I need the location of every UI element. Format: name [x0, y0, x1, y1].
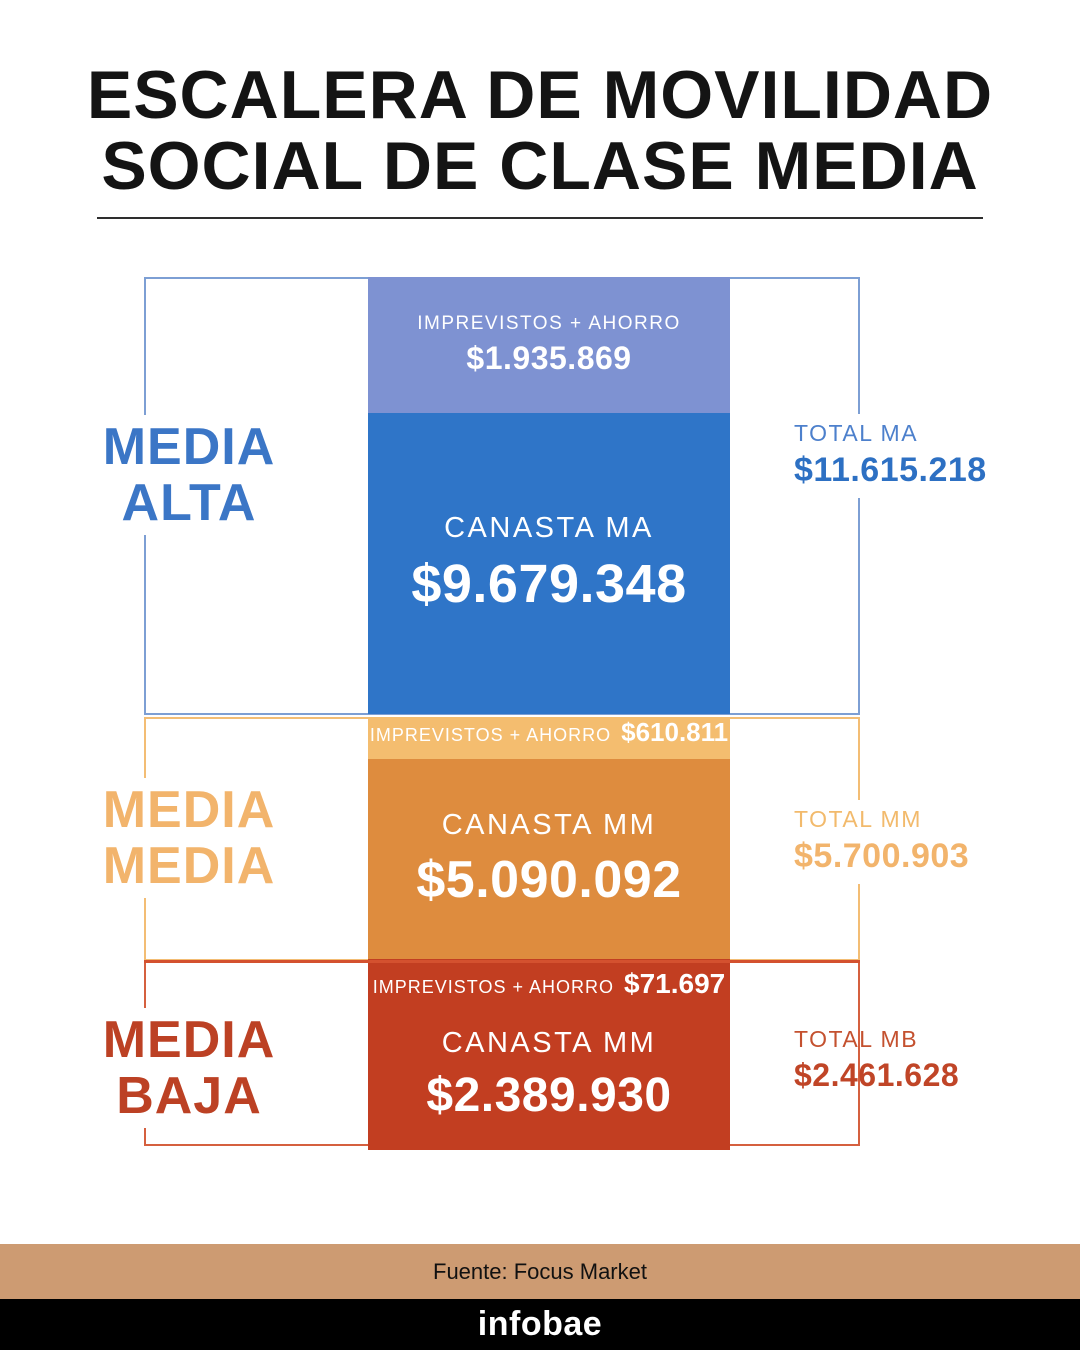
canasta-value: $9.679.348 — [411, 554, 687, 614]
class-label-media-media: MEDIA MEDIA — [84, 778, 294, 898]
title-line-2: SOCIAL DE CLASE MEDIA — [101, 128, 979, 204]
canasta-label: CANASTA MA — [444, 512, 654, 544]
imprevistos-label: IMPREVISTOS + AHORRO — [369, 725, 612, 745]
source-bar: Fuente: Focus Market — [0, 1244, 1080, 1299]
total-value: $5.700.903 — [794, 837, 970, 875]
total-label: TOTAL MB — [794, 1026, 919, 1052]
source-text: Fuente: Focus Market — [433, 1258, 647, 1284]
media-alta-canasta-box: CANASTA MA $9.679.348 — [368, 413, 730, 714]
class-label-line-2: ALTA — [121, 474, 257, 532]
imprevistos-value: $610.811 — [621, 717, 729, 747]
imprevistos-value: $71.697 — [624, 968, 726, 999]
infobae-logo: infobae — [477, 1305, 603, 1343]
class-label-media-alta: MEDIA ALTA — [84, 415, 294, 535]
class-label-media-baja: MEDIA BAJA — [84, 1008, 294, 1128]
title-underline — [97, 217, 983, 219]
imprevistos-value: $1.935.869 — [466, 340, 632, 376]
canasta-value: $5.090.092 — [416, 851, 682, 909]
total-value: $11.615.218 — [794, 451, 987, 489]
class-label-line-2: MEDIA — [102, 837, 276, 895]
page-title: ESCALERA DE MOVILIDAD SOCIAL DE CLASE ME… — [0, 60, 1080, 202]
title-line-1: ESCALERA DE MOVILIDAD — [86, 57, 994, 133]
imprevistos-label: IMPREVISTOS + AHORRO — [417, 313, 681, 334]
total-media-alta: TOTAL MA $11.615.218 — [782, 414, 999, 498]
media-media-imprevistos-strip: IMPREVISTOS + AHORRO $610.811 — [368, 717, 730, 759]
media-baja-outline-topline — [144, 960, 860, 963]
class-label-line-1: MEDIA — [102, 781, 276, 839]
media-baja-canasta-text: CANASTA MM $2.389.930 — [426, 1000, 671, 1150]
total-label: TOTAL MA — [794, 420, 919, 446]
media-media-canasta-box: CANASTA MM $5.090.092 — [368, 759, 730, 960]
imprevistos-label: IMPREVISTOS + AHORRO — [372, 977, 614, 997]
canasta-label: CANASTA MM — [441, 809, 657, 841]
class-label-line-1: MEDIA — [102, 418, 276, 476]
total-value: $2.461.628 — [794, 1057, 960, 1093]
canasta-value: $2.389.930 — [426, 1069, 672, 1122]
media-alta-imprevistos-box: IMPREVISTOS + AHORRO $1.935.869 — [368, 277, 730, 413]
class-label-line-1: MEDIA — [102, 1011, 276, 1069]
brand-bar: infobae — [0, 1299, 1080, 1350]
total-media-media: TOTAL MM $5.700.903 — [782, 800, 982, 884]
total-label: TOTAL MM — [794, 806, 922, 832]
media-baja-canasta-box: IMPREVISTOS + AHORRO $71.697 CANASTA MM … — [368, 959, 730, 1150]
canasta-label: CANASTA MM — [441, 1027, 657, 1059]
class-label-line-2: BAJA — [116, 1067, 262, 1125]
media-baja-imprevistos-strip: IMPREVISTOS + AHORRO $71.697 — [373, 968, 725, 1000]
total-media-baja: TOTAL MB $2.461.628 — [782, 1020, 971, 1102]
